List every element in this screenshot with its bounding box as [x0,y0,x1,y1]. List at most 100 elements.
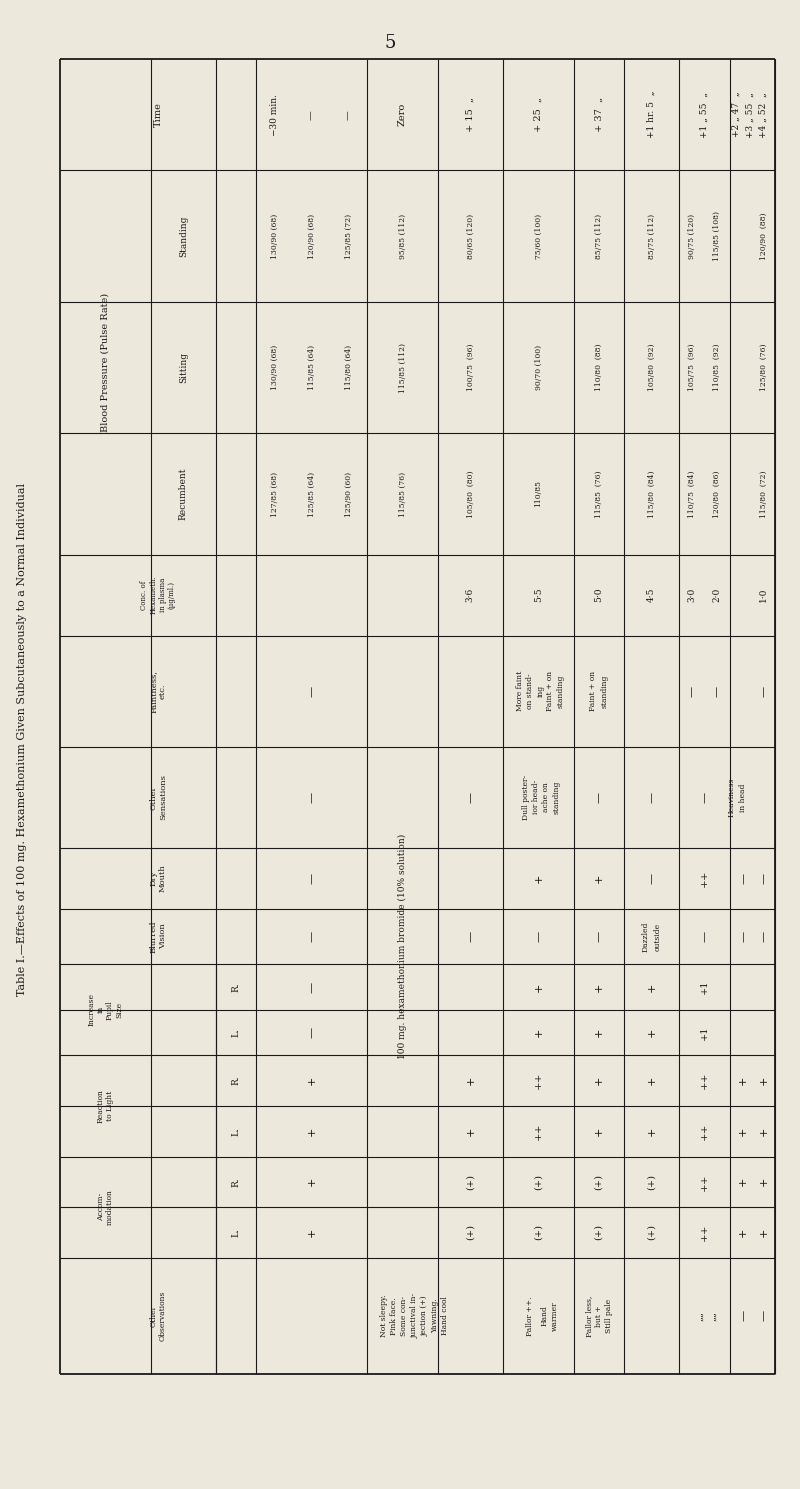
Text: —: — [306,792,317,803]
Text: —: — [466,792,475,803]
Text: —: — [306,931,317,943]
Text: Table I.—Effects of 100 mg. Hexamethonium Given Subcutaneously to a Normal Indiv: Table I.—Effects of 100 mg. Hexamethoniu… [17,482,27,996]
Text: 95/85 (112): 95/85 (112) [398,213,406,259]
Text: Zero: Zero [398,103,407,127]
Text: —: — [646,792,657,803]
Text: L.: L. [232,1228,241,1237]
Text: +: + [646,1127,657,1136]
Text: +1 „ 55  „: +1 „ 55 „ [700,92,709,137]
Text: —: — [758,873,769,884]
Text: —: — [758,931,769,943]
Text: —: — [758,685,769,697]
Text: +: + [306,1077,317,1085]
Text: (+): (+) [594,1173,603,1190]
Text: —: — [738,873,748,884]
Text: R.: R. [232,1176,241,1187]
Text: 100 mg. hexamethonium bromide (10% solution): 100 mg. hexamethonium bromide (10% solut… [398,834,407,1059]
Text: ++: ++ [700,1224,709,1242]
Text: 75/60 (100): 75/60 (100) [534,213,542,259]
Text: +: + [534,874,543,883]
Text: 125/80  (76): 125/80 (76) [760,344,768,392]
Text: R.: R. [232,983,241,992]
Text: standing: standing [601,675,609,707]
Text: (+): (+) [534,1224,543,1240]
Text: + 15  „: + 15 „ [466,97,475,133]
Text: ing: ing [536,685,544,697]
Text: 115/85 (112): 115/85 (112) [398,342,406,393]
Text: —: — [594,931,604,943]
Text: 120/90 (68): 120/90 (68) [308,213,316,259]
Text: Some con-: Some con- [401,1295,409,1336]
Text: ++: ++ [534,1123,543,1141]
Text: L.: L. [232,1127,241,1136]
Text: 105/80  (92): 105/80 (92) [648,344,656,392]
Text: 110/75  (84): 110/75 (84) [688,471,696,518]
Text: Faint + on: Faint + on [546,672,554,712]
Text: +: + [738,1178,748,1187]
Text: + 37  „: + 37 „ [594,97,603,133]
Text: ++: ++ [700,1123,709,1141]
Text: Yawning.: Yawning. [430,1298,438,1333]
Text: —: — [738,931,748,943]
Text: outside: outside [654,923,662,950]
Text: 115/85 (76): 115/85 (76) [398,472,406,517]
Text: 90/75 (120): 90/75 (120) [688,213,696,259]
Text: +1: +1 [700,980,709,995]
Text: Hand: Hand [540,1306,548,1327]
Text: 125/90 (60): 125/90 (60) [345,472,353,517]
Text: 105/80  (80): 105/80 (80) [466,471,474,518]
Text: ++: ++ [700,1173,709,1191]
Text: 115/80  (72): 115/80 (72) [760,471,768,518]
Text: +: + [738,1077,748,1085]
Text: L.: L. [232,1029,241,1036]
Text: Recumbent: Recumbent [179,468,188,520]
Text: +: + [758,1077,769,1085]
Text: 105/75  (96): 105/75 (96) [688,344,696,392]
Text: +: + [306,1127,317,1136]
Text: 2·0: 2·0 [713,588,722,602]
Text: 115/80 (64): 115/80 (64) [345,345,353,390]
Text: +2 „ 47  „: +2 „ 47 „ [732,92,741,137]
Text: Pallor less,: Pallor less, [585,1295,593,1337]
Text: (+): (+) [647,1224,656,1240]
Text: +: + [646,983,657,992]
Text: Sitting: Sitting [179,351,188,383]
Text: −30 min.: −30 min. [270,94,279,135]
Text: +3 „ 55  „: +3 „ 55 „ [746,92,754,137]
Text: 127/85 (68): 127/85 (68) [271,472,279,517]
Text: —: — [344,110,353,119]
Text: —: — [738,1310,748,1321]
Text: 130/90 (68): 130/90 (68) [271,345,279,390]
Text: 115/85  (76): 115/85 (76) [594,471,602,518]
Text: warmer: warmer [550,1301,558,1331]
Text: —: — [534,931,543,943]
Text: (+): (+) [466,1173,475,1190]
Text: in head: in head [738,783,746,812]
Text: +: + [594,874,604,883]
Text: —: — [699,792,710,803]
Text: but +: but + [594,1304,602,1327]
Text: 1·0: 1·0 [759,588,768,603]
Text: —: — [306,685,317,697]
Text: 115/85 (64): 115/85 (64) [308,345,316,390]
Text: +: + [594,1077,604,1085]
Text: standing: standing [553,780,561,814]
Text: Faint + on: Faint + on [589,672,597,712]
Text: Still pale: Still pale [605,1298,613,1333]
Text: —: — [466,931,475,943]
Text: Increase
in
Pupil
Size: Increase in Pupil Size [87,993,123,1026]
Text: +1: +1 [700,1026,709,1039]
Text: +: + [534,1027,543,1038]
Text: Dazzled: Dazzled [642,922,650,951]
Text: on stand-: on stand- [526,673,534,709]
Text: 3·0: 3·0 [687,588,697,602]
Text: standing: standing [557,675,565,707]
Text: +1 hr. 5  „: +1 hr. 5 „ [647,91,656,138]
Text: ior head-: ior head- [532,780,540,814]
Text: Time: Time [154,103,162,127]
Text: +: + [646,1077,657,1085]
Text: —: — [712,685,722,697]
Text: 120/90  (88): 120/90 (88) [760,213,768,259]
Text: 130/90 (68): 130/90 (68) [271,213,279,259]
Text: 110/85: 110/85 [534,481,542,508]
